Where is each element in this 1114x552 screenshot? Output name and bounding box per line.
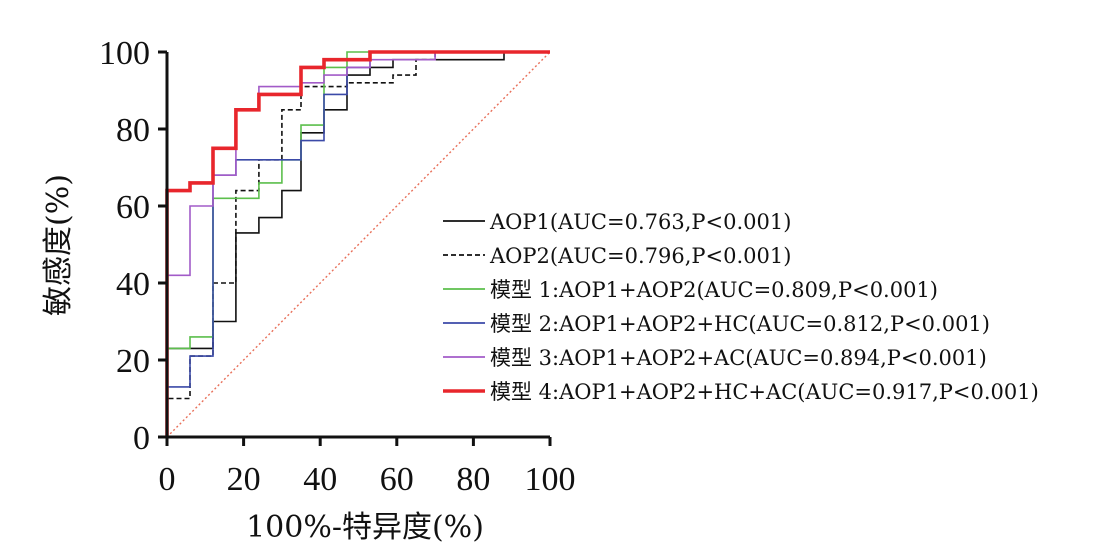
ticks-layer: 0 20 40 60 80 100 0 20 40 60 80 100 (99, 35, 576, 498)
series-layer (165, 50, 550, 437)
y-tick-label: 40 (116, 266, 150, 303)
axes-layer (165, 52, 550, 439)
series-line-2 (166, 51, 550, 437)
y-tick-label: 20 (116, 343, 150, 380)
y-tick-label: 60 (116, 189, 150, 226)
series-line-3 (166, 51, 550, 437)
legend: AOP1(AUC=0.763,P<0.001) AOP2(AUC=0.796,P<… (443, 210, 1039, 404)
x-tick-label: 80 (456, 461, 490, 498)
x-tick-label: 0 (159, 461, 176, 498)
y-tick-label: 100 (99, 35, 150, 72)
legend-label-2: AOP2(AUC=0.796,P<0.001) (489, 244, 791, 268)
legend-label-3: 模型 1:AOP1+AOP2(AUC=0.809,P<0.001) (490, 278, 938, 302)
x-tick-label: 100 (525, 461, 576, 498)
y-tick-label: 80 (116, 112, 150, 149)
legend-label-1: AOP1(AUC=0.763,P<0.001) (489, 210, 791, 234)
x-axis-title: 100%-特异度(%) (246, 510, 484, 545)
reference-line-layer (166, 51, 551, 438)
legend-label-5: 模型 3:AOP1+AOP2+AC(AUC=0.894,P<0.001) (490, 346, 987, 370)
x-tick-label: 40 (303, 461, 337, 498)
legend-label-4: 模型 2:AOP1+AOP2+HC(AUC=0.812,P<0.001) (490, 312, 990, 336)
reference-diagonal-line (166, 51, 551, 438)
legend-label-6: 模型 4:AOP1+AOP2+HC+AC(AUC=0.917,P<0.001) (490, 380, 1039, 404)
y-tick-label: 0 (133, 420, 150, 457)
y-axis-title: 敏感度(%) (41, 174, 76, 316)
x-tick-label: 60 (380, 461, 414, 498)
series-line-6 (165, 50, 550, 437)
x-tick-label: 20 (227, 461, 261, 498)
